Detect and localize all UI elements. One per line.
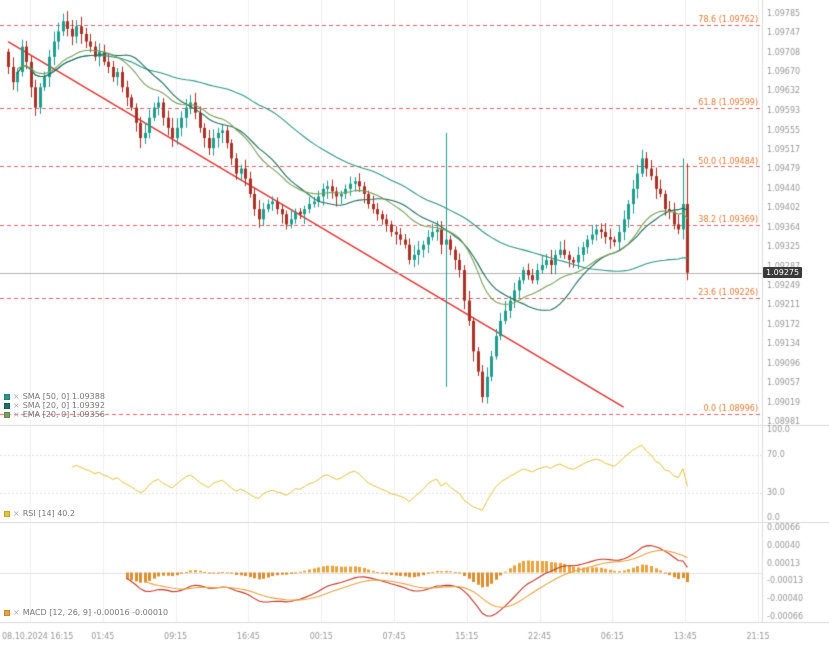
main-chart-legend: × SMA [50, 0] 1.09388 × SMA [20, 0] 1.09… [4,392,105,419]
current-price-badge: 1.09275 [763,266,803,278]
indicator-color-icon [4,510,10,517]
indicator-color-icon [4,393,10,400]
remove-indicator-icon[interactable]: × [13,607,20,617]
legend-item-ema20: × EMA [20, 0] 1.09356 [4,410,105,419]
legend-item-macd: × MACD [12, 26, 9] -0.00016 -0.00010 [4,608,168,617]
rsi-legend: × RSI [14] 40.2 [4,509,75,518]
indicator-color-icon [4,609,10,616]
legend-label: SMA [20, 0] 1.09392 [22,401,105,410]
legend-item-rsi: × RSI [14] 40.2 [4,509,75,518]
legend-item-sma20: × SMA [20, 0] 1.09392 [4,401,105,410]
remove-indicator-icon[interactable]: × [13,508,20,518]
legend-label: EMA [20, 0] 1.09356 [22,410,105,419]
legend-label: MACD [12, 26, 9] -0.00016 -0.00010 [22,608,169,617]
legend-label: RSI [14] 40.2 [22,509,76,518]
remove-indicator-icon[interactable]: × [13,409,20,419]
indicator-color-icon [4,411,10,418]
remove-indicator-icon[interactable]: × [13,400,20,410]
remove-indicator-icon[interactable]: × [13,391,20,401]
legend-item-sma50: × SMA [50, 0] 1.09388 [4,392,105,401]
legend-label: SMA [50, 0] 1.09388 [22,392,105,401]
macd-legend: × MACD [12, 26, 9] -0.00016 -0.00010 [4,608,168,617]
indicator-color-icon [4,402,10,409]
